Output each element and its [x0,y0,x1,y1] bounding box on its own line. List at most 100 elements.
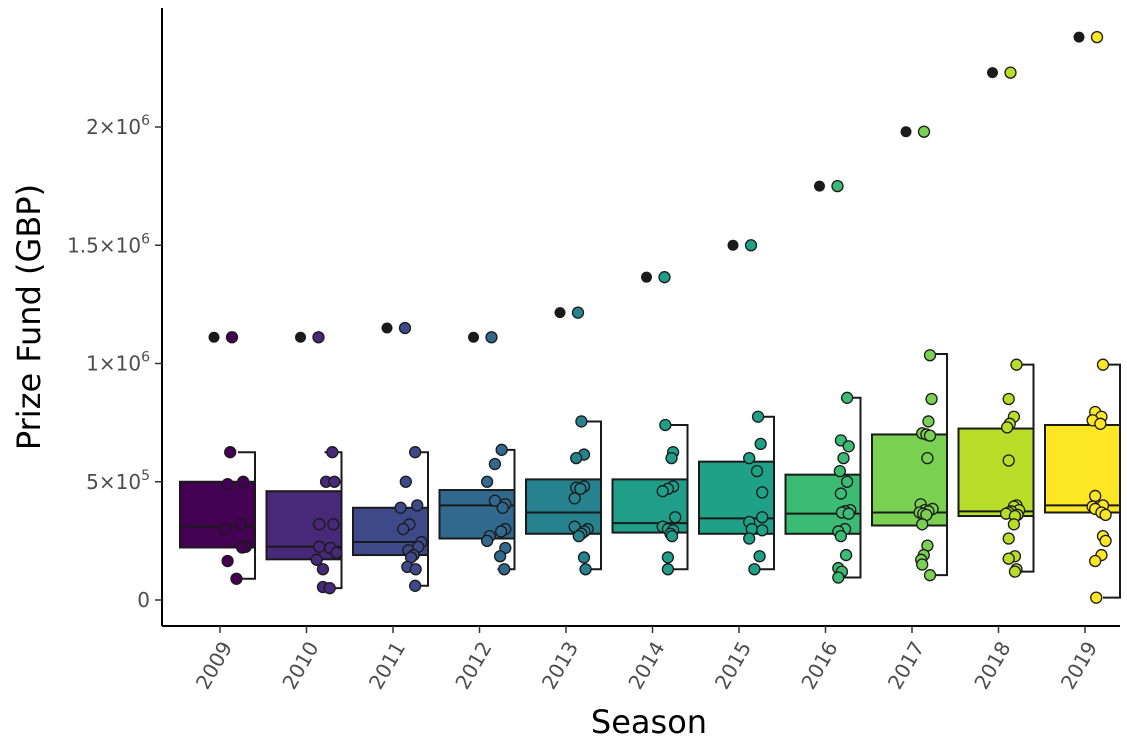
whisker [238,451,256,580]
x-tick-label: 2015 [710,637,756,693]
data-point [661,563,675,576]
data-point [480,475,494,488]
season-group-2013 [525,306,602,576]
y-tick-label: 0 [137,588,150,612]
x-tick-label: 2014 [623,637,669,693]
data-point [658,271,671,284]
data-point [409,446,422,459]
box [179,480,256,549]
data-point [409,579,422,592]
data-point [485,331,498,344]
data-point [330,546,343,559]
outlier-point [295,331,306,343]
data-point [756,511,769,524]
data-point [1089,554,1102,568]
data-point [1099,508,1112,522]
y-tick-label: 1.5×106 [67,231,150,257]
data-point [575,415,588,428]
data-point [833,464,847,478]
data-point [230,572,243,585]
data-point [923,349,937,362]
data-point [1002,392,1015,406]
data-point [840,475,854,488]
data-point [834,487,848,500]
y-tick-label: 5×105 [86,468,150,494]
data-point [751,410,765,423]
data-point [493,550,507,563]
data-point [571,306,585,319]
data-point [1089,489,1102,503]
data-point [218,522,232,536]
data-point [323,582,336,595]
data-point [1007,518,1021,531]
x-tick-label: 2009 [191,637,237,693]
data-point [234,518,247,531]
data-point [834,529,848,543]
data-point [495,443,508,456]
data-point [399,475,412,488]
data-point [574,482,587,495]
data-point [577,551,591,564]
season-group-2010 [265,331,343,595]
data-point [572,529,585,543]
data-point [326,446,339,459]
outlier-point [987,67,998,79]
data-point [225,331,239,344]
outlier-point [641,271,652,283]
data-point [753,550,766,563]
data-point [224,446,237,459]
season-group-2019 [1044,30,1121,604]
data-point [837,451,850,465]
season-group-2011 [352,321,429,592]
x-tick-label: 2012 [450,637,496,693]
season-group-2009 [179,331,256,585]
data-point [1000,421,1014,434]
data-point [842,440,855,453]
data-point [659,418,672,432]
data-point [1002,532,1015,545]
season-group-2014 [611,271,689,576]
data-point [237,475,250,488]
data-point [917,125,931,138]
data-point [665,451,678,465]
x-tick-label: 2013 [537,637,583,693]
data-point [236,541,249,554]
data-point [656,485,669,498]
data-point [1094,417,1107,430]
outlier-point [554,307,566,319]
season-group-2017 [871,125,948,582]
data-point [398,321,412,335]
data-point [327,518,340,531]
data-point [754,437,767,451]
data-point [221,554,234,568]
data-point [498,563,511,576]
data-point [665,529,679,543]
data-point [221,477,234,491]
x-tick-label: 2010 [277,637,323,693]
data-point [1010,358,1023,371]
data-point [925,392,938,406]
outlier-point [208,331,220,343]
data-point [312,331,325,344]
data-point [570,451,583,465]
data-point [313,518,326,531]
data-point [661,551,675,564]
data-point [744,239,758,252]
data-point [494,525,508,538]
data-point [488,457,502,471]
data-point [921,451,934,465]
outlier-point [900,126,912,138]
season-group-2012 [438,331,516,576]
data-point [831,179,844,193]
data-point [579,563,592,576]
data-point [409,563,422,576]
x-tick-label: 2011 [364,637,410,693]
data-point [756,524,769,537]
data-point [1002,552,1015,565]
data-point [743,451,756,465]
data-point [1096,358,1110,371]
outlier-point [468,331,479,343]
outlier-point [381,322,393,334]
